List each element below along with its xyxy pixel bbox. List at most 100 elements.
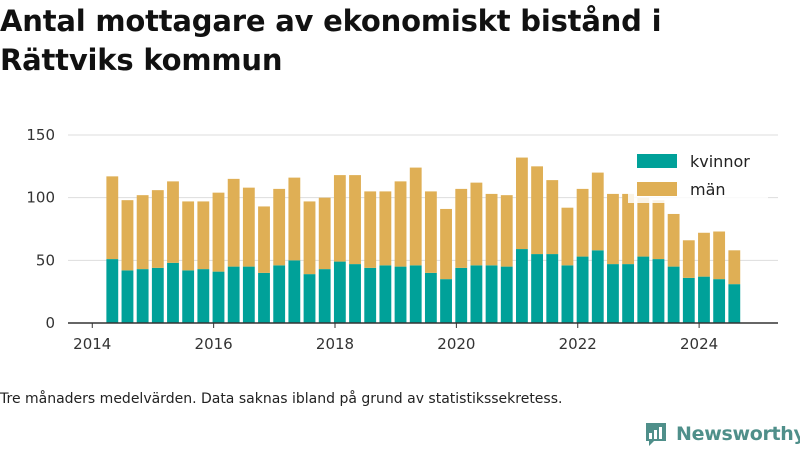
bar-man bbox=[121, 200, 134, 271]
bar-kvinnor bbox=[440, 279, 452, 323]
bar-kvinnor bbox=[167, 262, 179, 323]
bar-man bbox=[515, 157, 528, 250]
legend-swatch-kvinnor bbox=[637, 154, 677, 168]
bar-man bbox=[667, 213, 680, 267]
bar-kvinnor bbox=[591, 250, 604, 323]
bar-kvinnor bbox=[364, 267, 377, 323]
bar-kvinnor bbox=[500, 266, 513, 323]
bar-man bbox=[652, 200, 665, 260]
bar-kvinnor bbox=[652, 259, 665, 323]
bar-man bbox=[349, 175, 361, 265]
bar-kvinnor bbox=[667, 266, 680, 323]
bar-man bbox=[273, 188, 286, 266]
brand-name: Newsworthy bbox=[676, 423, 800, 445]
bar-kvinnor bbox=[151, 267, 164, 323]
bar-man bbox=[561, 207, 574, 266]
bar-kvinnor bbox=[394, 266, 407, 323]
x-tick-label: 2020 bbox=[437, 335, 475, 353]
legend-swatch-man bbox=[637, 182, 677, 196]
bar-kvinnor bbox=[197, 269, 210, 323]
bar-man bbox=[197, 201, 210, 270]
bar-kvinnor bbox=[333, 261, 346, 323]
bar-man bbox=[106, 176, 119, 260]
x-tick-label: 2016 bbox=[195, 335, 233, 353]
bar-man bbox=[409, 167, 422, 266]
bar-kvinnor bbox=[561, 265, 574, 323]
bar-man bbox=[364, 191, 377, 268]
bar-kvinnor bbox=[273, 265, 286, 323]
bar-man bbox=[394, 181, 407, 267]
y-tick-label: 100 bbox=[26, 189, 55, 207]
bar-chart: 0 50 100 150 2014 2016 2018 2020 2022 2024 kvinno… bbox=[26, 126, 778, 353]
bar-kvinnor bbox=[106, 259, 119, 323]
legend-label-man: män bbox=[690, 180, 726, 199]
x-tick-label: 2014 bbox=[73, 335, 111, 353]
bar-man bbox=[440, 208, 452, 280]
bar-man bbox=[576, 188, 589, 257]
bar-kvinnor bbox=[531, 254, 544, 323]
bar-man bbox=[713, 231, 726, 280]
bar-kvinnor bbox=[136, 269, 149, 323]
bar-man bbox=[151, 190, 164, 268]
bar-kvinnor bbox=[515, 249, 528, 323]
bar-kvinnor bbox=[212, 271, 225, 323]
bar-man bbox=[728, 250, 741, 285]
bar-kvinnor bbox=[455, 267, 468, 323]
bar-man bbox=[622, 193, 635, 265]
bar-man bbox=[242, 187, 255, 267]
bar-kvinnor bbox=[637, 256, 650, 323]
bar-kvinnor bbox=[682, 277, 695, 323]
bar-man bbox=[455, 188, 468, 268]
bar-kvinnor bbox=[303, 274, 316, 323]
bars bbox=[106, 157, 741, 323]
y-tick-label: 150 bbox=[26, 126, 55, 144]
bar-kvinnor bbox=[182, 270, 195, 323]
bar-kvinnor bbox=[622, 264, 635, 323]
y-tick-label: 0 bbox=[45, 314, 55, 332]
bar-kvinnor bbox=[424, 272, 437, 323]
newsworthy-brand: Newsworthy bbox=[644, 420, 800, 448]
bar-kvinnor bbox=[485, 265, 498, 323]
bar-kvinnor bbox=[258, 272, 270, 323]
bar-man bbox=[288, 177, 301, 261]
bar-man bbox=[682, 240, 695, 278]
bar-man bbox=[136, 195, 149, 270]
x-tick-label: 2024 bbox=[680, 335, 718, 353]
bar-man bbox=[258, 206, 270, 273]
axis-labels: 0 50 100 150 2014 2016 2018 2020 2022 2024 bbox=[26, 126, 718, 353]
bar-kvinnor bbox=[607, 264, 619, 323]
bar-man bbox=[227, 178, 240, 267]
bar-kvinnor bbox=[576, 256, 589, 323]
x-tick-label: 2022 bbox=[559, 335, 597, 353]
bar-man bbox=[333, 175, 346, 262]
newsworthy-logo-icon bbox=[646, 423, 666, 446]
bar-kvinnor bbox=[728, 284, 741, 323]
bar-man bbox=[470, 182, 483, 266]
bar-kvinnor bbox=[379, 265, 392, 323]
bar-man bbox=[212, 192, 225, 272]
bar-kvinnor bbox=[242, 266, 255, 323]
bar-man bbox=[318, 197, 331, 270]
bar-man bbox=[546, 180, 559, 255]
x-tick-label: 2018 bbox=[316, 335, 354, 353]
bar-man bbox=[167, 181, 179, 263]
bar-man bbox=[637, 197, 650, 257]
bar-kvinnor bbox=[288, 260, 301, 323]
bar-man bbox=[182, 201, 195, 271]
bar-kvinnor bbox=[470, 265, 483, 323]
bar-kvinnor bbox=[121, 270, 134, 323]
legend-label-kvinnor: kvinnor bbox=[690, 152, 750, 171]
bar-man bbox=[303, 201, 316, 275]
chart-caption: Tre månaders medelvärden. Data saknas ib… bbox=[0, 391, 563, 407]
bar-kvinnor bbox=[318, 269, 331, 323]
bar-man bbox=[591, 172, 604, 251]
bar-kvinnor bbox=[713, 279, 726, 323]
bar-man bbox=[485, 193, 498, 266]
bar-kvinnor bbox=[227, 266, 240, 323]
bar-man bbox=[531, 166, 544, 255]
bar-kvinnor bbox=[698, 276, 710, 323]
legend: kvinnor män bbox=[628, 145, 768, 203]
bar-man bbox=[500, 195, 513, 267]
bar-man bbox=[607, 193, 619, 265]
bar-kvinnor bbox=[409, 265, 422, 323]
